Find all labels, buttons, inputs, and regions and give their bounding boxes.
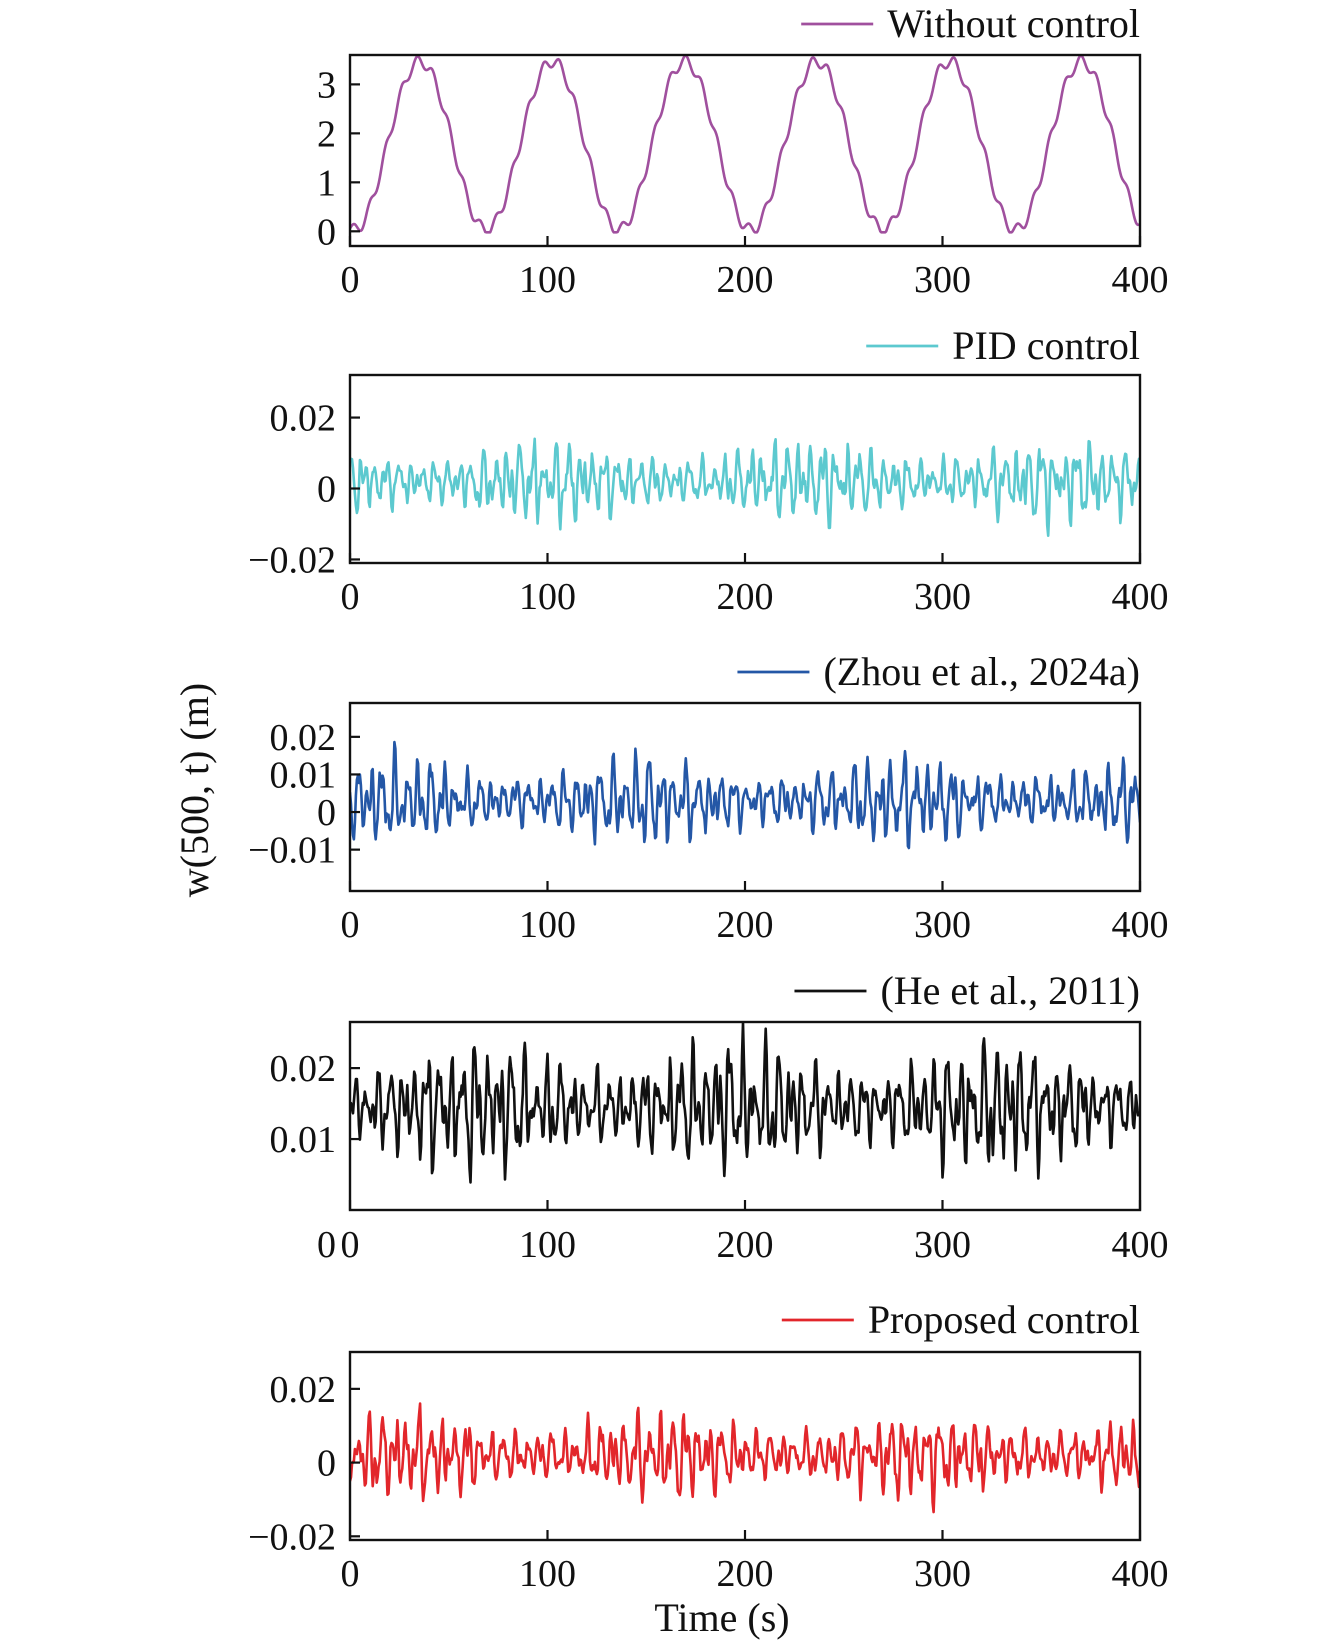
- x-tick-label: 200: [717, 259, 774, 301]
- series-line: [350, 740, 1140, 850]
- x-tick-label: 300: [914, 1224, 971, 1266]
- y-tick-label: 0: [317, 792, 336, 834]
- legend-label: (Zhou et al., 2024a): [823, 649, 1140, 694]
- x-tick-label: 100: [519, 1553, 576, 1595]
- series-line: [350, 1402, 1140, 1514]
- x-tick-label: 0: [341, 1224, 360, 1266]
- series-line: [350, 437, 1140, 537]
- x-axis-label: Time (s): [654, 1595, 789, 1640]
- x-tick-label: 100: [519, 259, 576, 301]
- x-tick-label: 400: [1112, 1224, 1169, 1266]
- x-tick-label: 400: [1112, 576, 1169, 618]
- x-tick-label: 300: [914, 904, 971, 946]
- y-tick-label: 1: [317, 162, 336, 204]
- y-tick-label: 3: [317, 64, 336, 106]
- x-tick-label: 0: [341, 904, 360, 946]
- y-tick-label: 0.02: [270, 717, 337, 759]
- x-tick-label: 200: [717, 1553, 774, 1595]
- y-tick-label: 0.02: [270, 398, 337, 440]
- panel-1: 0 100 200 300 400 0 1 2 3 Without control: [317, 1, 1169, 301]
- series-line: [350, 55, 1140, 234]
- legend-label: Proposed control: [868, 1297, 1140, 1342]
- y-tick-label: 2: [317, 113, 336, 155]
- y-axis-label: w(500, t) (m): [172, 683, 217, 897]
- y-tick-label: 0.02: [270, 1369, 337, 1411]
- series-line: [350, 1022, 1140, 1184]
- y-tick-label: −0.02: [248, 539, 336, 581]
- y-tick-label: 0.01: [270, 754, 337, 796]
- x-tick-label: 100: [519, 904, 576, 946]
- y-tick-label: −0.01: [248, 830, 336, 872]
- y-tick-label: 0.02: [270, 1048, 337, 1090]
- panel-4: 0 100 200 300 400 0.01 0.02 0 (He et al., 2011): [270, 968, 1169, 1266]
- x-tick-label: 200: [717, 904, 774, 946]
- x-tick-label: 200: [717, 1224, 774, 1266]
- legend-label: PID control: [952, 323, 1140, 368]
- x-tick-label: 0: [341, 259, 360, 301]
- y-tick-label: 0: [317, 211, 336, 253]
- y-tick-label: 0.01: [270, 1119, 337, 1161]
- origin-label: 0: [317, 1224, 336, 1266]
- x-tick-label: 300: [914, 576, 971, 618]
- plot-frame: [348, 53, 1142, 248]
- x-tick-label: 400: [1112, 904, 1169, 946]
- y-tick-label: 0: [317, 1443, 336, 1485]
- x-tick-label: 200: [717, 576, 774, 618]
- x-tick-label: 100: [519, 576, 576, 618]
- x-tick-label: 400: [1112, 259, 1169, 301]
- x-tick-label: 400: [1112, 1553, 1169, 1595]
- y-tick-label: 0: [317, 469, 336, 511]
- legend-label: Without control: [887, 1, 1140, 46]
- x-tick-label: 0: [341, 1553, 360, 1595]
- x-tick-label: 100: [519, 1224, 576, 1266]
- legend-label: (He et al., 2011): [880, 968, 1140, 1013]
- x-tick-label: 300: [914, 1553, 971, 1595]
- x-tick-label: 0: [341, 576, 360, 618]
- y-tick-label: −0.02: [248, 1516, 336, 1558]
- x-tick-label: 300: [914, 259, 971, 301]
